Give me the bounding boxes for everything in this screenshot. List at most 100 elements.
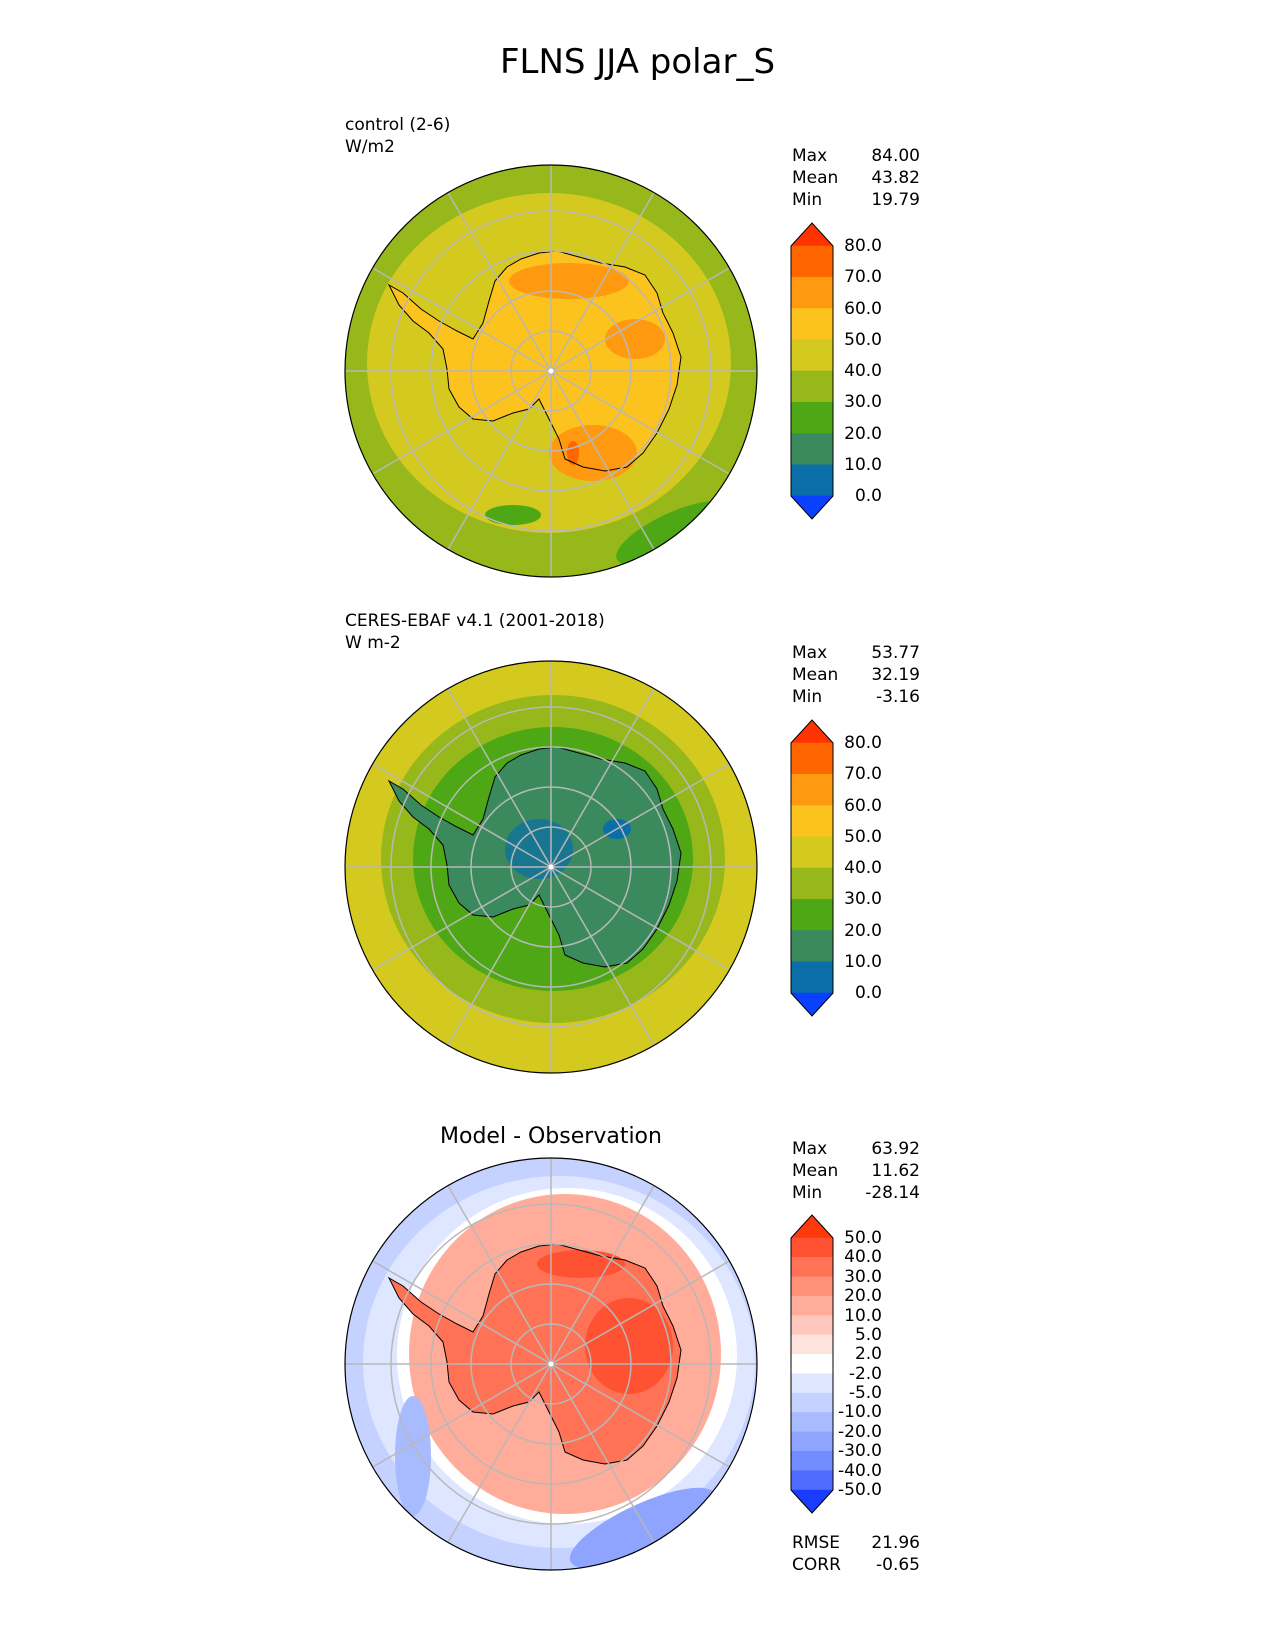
metric-label: RMSE	[792, 1533, 841, 1553]
meridian-line	[447, 866, 552, 1046]
meridian-line	[372, 267, 552, 372]
colorbar-tick-label: 80.0	[844, 733, 882, 753]
colorbar-tick-label: -30.0	[838, 1441, 882, 1462]
field-hot	[605, 319, 665, 359]
pole-marker	[548, 368, 554, 374]
colorbar-tick-label: 40.0	[844, 858, 882, 878]
panel-obs-subtitle: CERES-EBAF v4.1 (2001-2018) W m-2	[345, 610, 605, 654]
colorbar-tick-label: 30.0	[844, 889, 882, 910]
colorbar-tick-label: 0.0	[854, 983, 882, 1003]
field-cold	[569, 1487, 717, 1569]
stat-label: Min	[792, 687, 823, 707]
meridian-line	[550, 763, 730, 868]
colorbar-diff	[790, 1214, 834, 1514]
colorbar-tick-label: 60.0	[844, 795, 882, 816]
map-field	[345, 165, 757, 577]
colorbar-tick-label: -5.0	[848, 1383, 882, 1404]
coastline	[387, 746, 682, 968]
metric-value: -0.65	[876, 1555, 920, 1575]
coastline	[387, 250, 682, 472]
polar-map-diff	[344, 1157, 758, 1571]
colorbar-tick-label: 40.0	[844, 1247, 882, 1268]
colorbar-tick-label: 2.0	[854, 1344, 882, 1365]
colorbar-outline	[790, 1214, 834, 1514]
stat-label: Mean	[792, 665, 839, 685]
stat-label: Min	[792, 190, 823, 210]
meridian-line	[372, 370, 552, 475]
colorbar-tick-label: 30.0	[844, 1266, 882, 1287]
map-field	[345, 661, 757, 1073]
colorbar-tick-label: 50.0	[844, 1228, 882, 1248]
meridian-line	[372, 1363, 552, 1468]
stat-value: 53.77	[871, 643, 920, 663]
field-hotter	[567, 441, 579, 465]
coastline	[387, 1243, 682, 1465]
panel-diff-title: Model - Observation	[440, 1124, 662, 1149]
colorbar-tick-label: -40.0	[838, 1460, 882, 1481]
field-hot	[509, 263, 629, 299]
meridian-line	[372, 866, 552, 971]
meridian-line	[447, 1185, 552, 1365]
meridian-line	[372, 1260, 552, 1365]
meridian-line	[550, 688, 655, 868]
map-boundary	[344, 164, 758, 578]
meridian-line	[447, 192, 552, 372]
meridian-line	[550, 1363, 730, 1468]
colorbar-diff-labels: 50.0 40.0 30.0 20.0 10.0 5.0 2.0 -2.0 -5.0 -10.0-…	[822, 1214, 892, 1514]
colorbar-tick-label: 20.0	[844, 423, 882, 444]
field-hot	[549, 425, 637, 481]
stat-value: -3.16	[876, 687, 920, 707]
meridian-line	[550, 267, 730, 372]
colorbar-tick-label: 60.0	[844, 298, 882, 319]
colorbar-tick-label: 5.0	[854, 1324, 882, 1345]
colorbar-model	[790, 222, 834, 520]
panel-model-subtitle: control (2-6) W/m2	[345, 114, 450, 158]
colorbar-tick-label: 10.0	[844, 951, 882, 972]
colorbar-outline	[790, 719, 834, 1017]
field-hot	[537, 1250, 625, 1278]
meridian-line	[550, 1260, 730, 1365]
stat-value: 32.19	[871, 665, 920, 685]
colorbar-tick-label: 70.0	[844, 764, 882, 785]
colorbar-model-labels: 80.0 70.0 60.0 50.0 40.0 30.0 20.0 10.0 0.0	[822, 222, 892, 520]
colorbar-tick-label: 10.0	[844, 454, 882, 475]
panel-obs-stats: Max 53.77 Mean 32.19 Min -3.16	[792, 642, 920, 708]
panel-model-stats: Max 84.00 Mean 43.82 Min 19.79	[792, 145, 920, 211]
stat-label: Max	[792, 146, 828, 166]
meridian-line	[372, 763, 552, 868]
colorbar-obs	[790, 719, 834, 1017]
polar-map-model	[344, 164, 758, 578]
map-field	[345, 1158, 757, 1570]
colorbar-tick-label: -50.0	[838, 1480, 882, 1500]
stat-value: 11.62	[871, 1161, 920, 1181]
colorbar-tick-label: 50.0	[844, 329, 882, 350]
meridian-line	[550, 1363, 655, 1543]
colorbar-tick-label: 20.0	[844, 920, 882, 941]
colorbar-tick-label: 0.0	[854, 486, 882, 506]
colorbar-obs-labels: 80.0 70.0 60.0 50.0 40.0 30.0 20.0 10.0 0.0	[822, 719, 892, 1017]
pole-marker	[548, 1361, 554, 1367]
colorbar-tick-label: -10.0	[838, 1402, 882, 1423]
meridian-line	[447, 688, 552, 868]
stat-label: Mean	[792, 168, 839, 188]
map-boundary	[344, 1157, 758, 1571]
colorbar-tick-label: 50.0	[844, 826, 882, 847]
stat-label: Mean	[792, 1161, 839, 1181]
pole-marker	[548, 864, 554, 870]
colorbar-outline	[790, 222, 834, 520]
panel-model-case-label: control (2-6)	[345, 115, 451, 135]
colorbar-tick-label: 40.0	[844, 361, 882, 381]
metric-value: 21.96	[871, 1533, 920, 1553]
panel-obs-case-label: CERES-EBAF v4.1 (2001-2018)	[345, 611, 605, 631]
stat-label: Min	[792, 1183, 823, 1203]
polar-map-obs	[344, 660, 758, 1074]
stat-value: 43.82	[871, 168, 920, 188]
panel-obs-units-label: W m-2	[345, 633, 401, 653]
stat-value: 19.79	[871, 190, 920, 210]
meridian-line	[550, 1185, 655, 1365]
colorbar-tick-label: -2.0	[848, 1363, 882, 1384]
stat-label: Max	[792, 643, 828, 663]
figure-title: FLNS JJA polar_S	[499, 42, 776, 82]
colorbar-tick-label: 10.0	[844, 1305, 882, 1326]
colorbar-tick-label: 70.0	[844, 267, 882, 288]
